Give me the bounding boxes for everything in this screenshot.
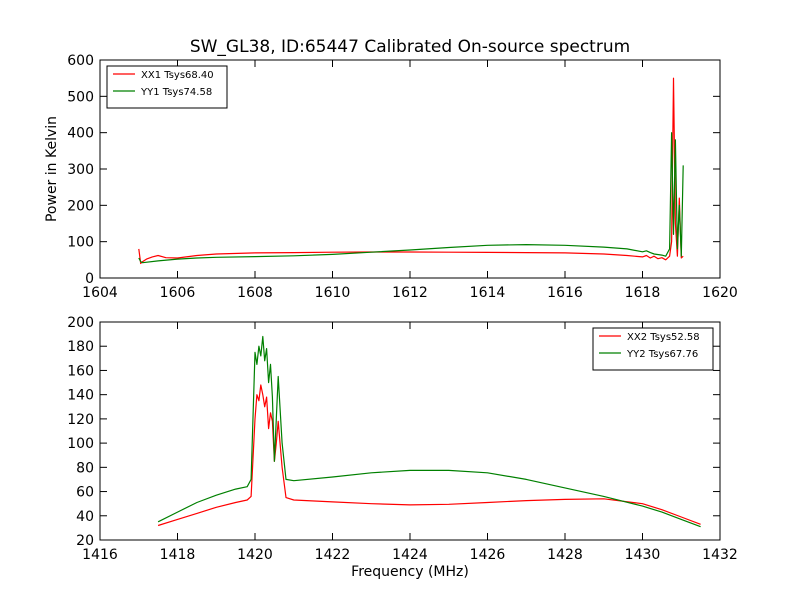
x-tick-label: 1430 bbox=[625, 547, 661, 563]
axes-frame bbox=[99, 59, 721, 279]
x-tick-label: 1608 bbox=[237, 285, 273, 301]
y-tick-label: 500 bbox=[67, 89, 94, 105]
x-tick-label: 1610 bbox=[315, 285, 351, 301]
legend: XX1 Tsys68.40 YY1 Tsys74.58 bbox=[106, 65, 228, 109]
y-tick-label: 40 bbox=[76, 509, 94, 525]
y-tick-label: 140 bbox=[67, 388, 94, 404]
figure-title: SW_GL38, ID:65447 Calibrated On-source s… bbox=[190, 37, 630, 57]
x-tick-label: 1428 bbox=[547, 547, 583, 563]
y-tick-label: 300 bbox=[67, 162, 94, 178]
x-tick-label: 1614 bbox=[470, 285, 506, 301]
legend-label: XX1 Tsys68.40 bbox=[141, 70, 214, 81]
bottom-axes: 1416 1418 1420 1422 1424 1426 1428 1430 1432 20 40… bbox=[67, 315, 738, 563]
top-axes: 1604 1606 1608 1610 1612 1614 1616 1618 1620 0 100… bbox=[67, 53, 738, 301]
x-tick-label: 1420 bbox=[237, 547, 273, 563]
y-tick-label: 400 bbox=[67, 126, 94, 142]
x-tick-label: 1616 bbox=[547, 285, 583, 301]
y-tick-label: 80 bbox=[76, 460, 94, 476]
series-line-2-2 bbox=[157, 335, 701, 528]
x-axis-label-bottom: Frequency (MHz) bbox=[351, 564, 469, 580]
legend-box bbox=[106, 65, 228, 109]
x-tick-label: 1606 bbox=[160, 285, 196, 301]
x-tick-label: 1422 bbox=[315, 547, 351, 563]
y-tick-label: 100 bbox=[67, 235, 94, 251]
y-axis-label-top: Power in Kelvin bbox=[44, 116, 60, 222]
x-tick-label: 1416 bbox=[82, 547, 118, 563]
y-tick-label: 160 bbox=[67, 363, 94, 379]
y-tick-label: 600 bbox=[67, 53, 94, 69]
legend-label: YY2 Tsys67.76 bbox=[626, 349, 698, 360]
y-tick-label: 120 bbox=[67, 412, 94, 428]
legend: XX2 Tsys52.58 YY2 Tsys67.76 bbox=[592, 327, 714, 371]
y-tick-label: 100 bbox=[67, 436, 94, 452]
y-tick-label: 60 bbox=[76, 485, 94, 501]
y-tick-label: 180 bbox=[67, 339, 94, 355]
series-line-1-1 bbox=[138, 77, 684, 265]
legend-label: XX2 Tsys52.58 bbox=[627, 332, 700, 343]
series-line-1-2 bbox=[138, 132, 684, 264]
x-tick-label: 1426 bbox=[470, 547, 506, 563]
x-tick-label: 1618 bbox=[625, 285, 661, 301]
legend-box bbox=[592, 327, 714, 371]
y-tick-label: 200 bbox=[67, 198, 94, 214]
axes-frame bbox=[99, 321, 721, 541]
x-tick-label: 1612 bbox=[392, 285, 428, 301]
x-tick-label: 1418 bbox=[160, 547, 196, 563]
y-tick-label: 200 bbox=[67, 315, 94, 331]
y-tick-label: 20 bbox=[76, 533, 94, 549]
y-tick-label: 0 bbox=[85, 271, 94, 287]
legend-label: YY1 Tsys74.58 bbox=[140, 87, 212, 98]
x-tick-label: 1432 bbox=[702, 547, 738, 563]
x-tick-label: 1424 bbox=[392, 547, 428, 563]
x-tick-label: 1620 bbox=[702, 285, 738, 301]
x-tick-label: 1604 bbox=[82, 285, 118, 301]
